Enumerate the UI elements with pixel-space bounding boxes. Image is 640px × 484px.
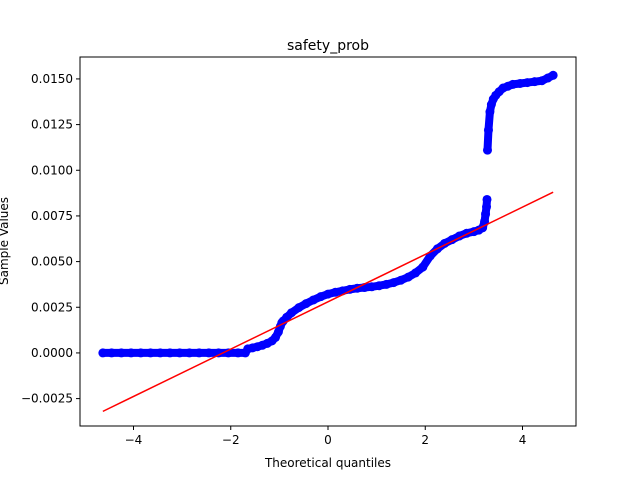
y-tick-label: −0.0025 [21,392,73,406]
data-point [204,348,213,357]
data-point [165,348,174,357]
data-point [483,195,492,204]
data-point [549,71,558,80]
y-tick-label: 0.0100 [31,163,73,177]
y-tick-label: 0.0125 [31,118,73,132]
reference-line [103,192,553,411]
data-point [117,348,126,357]
y-tick-label: 0.0000 [31,346,73,360]
chart-title: safety_prob [287,38,369,54]
data-point [156,348,165,357]
data-point [287,308,296,317]
y-tick-label: 0.0050 [31,255,73,269]
plot-frame [80,57,576,426]
scatter-points [98,71,557,358]
y-axis-label: Sample Values [0,197,11,285]
data-point [146,348,155,357]
y-axis-ticks: −0.0025 0.0000 0.0025 0.0050 0.0075 0.0100 0.0… [21,72,80,406]
reference-line-layer [103,192,553,411]
data-point [411,268,420,277]
data-point [484,126,493,135]
y-tick-label: 0.0025 [31,300,73,314]
x-tick-label: −4 [125,433,143,447]
data-point [107,348,116,357]
x-axis-ticks: −4 −2 0 2 4 [125,426,527,447]
x-tick-label: 2 [421,433,429,447]
data-point [127,348,136,357]
data-point [185,348,194,357]
x-tick-label: −2 [222,433,240,447]
y-tick-label: 0.0150 [31,72,73,86]
x-axis-label: Theoretical quantiles [264,456,391,470]
data-point [418,263,427,272]
data-point [195,348,204,357]
data-point [483,146,492,155]
x-tick-label: 0 [324,433,332,447]
data-point [136,348,145,357]
x-tick-label: 4 [519,433,527,447]
data-point [98,348,107,357]
data-point [175,348,184,357]
y-tick-label: 0.0075 [31,209,73,223]
